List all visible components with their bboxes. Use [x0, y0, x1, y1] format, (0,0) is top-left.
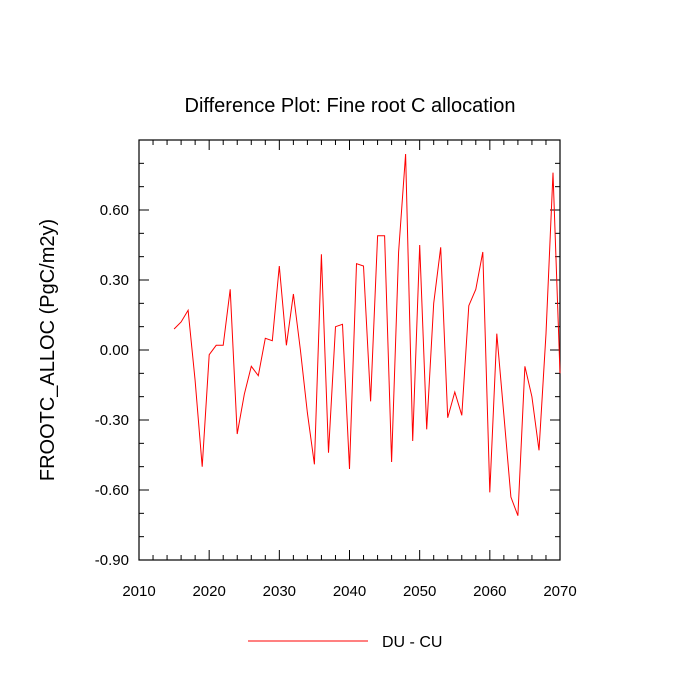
x-tick-label: 2020: [192, 583, 225, 600]
y-tick-label: 0.60: [100, 202, 129, 219]
plot-border: [138, 139, 561, 561]
y-tick-label: -0.60: [95, 482, 129, 499]
series-line: [173, 153, 561, 516]
x-tick-label: 2040: [333, 583, 366, 600]
legend-label: DU - CU: [382, 634, 442, 651]
y-tick-label: 0.30: [100, 272, 129, 289]
x-tick-label: 2070: [543, 583, 576, 600]
plot-area: [138, 139, 561, 561]
y-axis-label: FROOTC_ALLOC (PgC/m2y): [37, 219, 59, 481]
y-tick-label: -0.90: [95, 552, 129, 569]
y-tick-label: -0.30: [95, 412, 129, 429]
y-axis: -0.90 -0.60 -0.30 0.00 0.30 0.60: [95, 162, 560, 569]
x-tick-label: 2060: [473, 583, 506, 600]
x-axis: 2010 2020 2030 2040 2050 2060 2070: [122, 140, 577, 600]
series-layer: [173, 153, 561, 516]
y-tick-label: 0.00: [100, 342, 129, 359]
x-tick-label: 2050: [403, 583, 436, 600]
chart-title: Difference Plot: Fine root C allocation: [185, 95, 516, 117]
legend: DU - CU: [248, 634, 442, 651]
x-tick-label: 2010: [122, 583, 155, 600]
x-tick-label: 2030: [263, 583, 296, 600]
